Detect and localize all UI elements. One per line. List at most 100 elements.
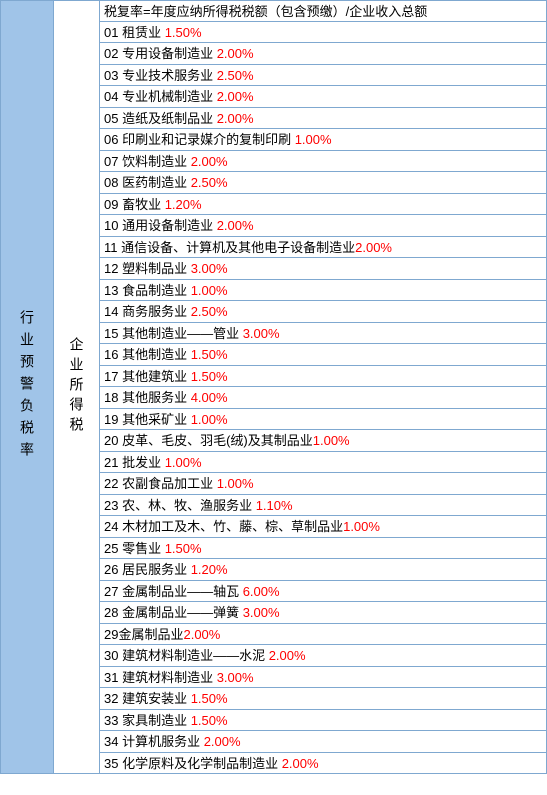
tax-rate: 2.00% [191, 154, 228, 169]
row-number: 06 [104, 132, 122, 147]
industry-label: 其他制造业 [122, 347, 191, 362]
tax-rate: 2.00% [183, 627, 220, 642]
tax-rate: 1.50% [165, 541, 202, 556]
tax-rate: 2.50% [191, 304, 228, 319]
table-row: 13 食品制造业 1.00% [100, 280, 547, 302]
industry-label: 金属制品业——轴瓦 [122, 584, 243, 599]
row-number: 27 [104, 584, 122, 599]
tax-rate: 3.00% [243, 605, 280, 620]
tax-rate: 1.00% [343, 519, 380, 534]
tax-rate: 2.00% [217, 111, 254, 126]
industry-label: 塑料制品业 [122, 261, 191, 276]
row-number: 30 [104, 648, 122, 663]
industry-label: 金属制品业 [118, 627, 183, 642]
table-row: 32 建筑安装业 1.50% [100, 688, 547, 710]
table-row: 26 居民服务业 1.20% [100, 559, 547, 581]
tax-rate: 1.50% [191, 713, 228, 728]
tax-rate: 1.00% [295, 132, 332, 147]
industry-label: 计算机服务业 [122, 734, 204, 749]
row-number: 12 [104, 261, 122, 276]
row-number: 24 [104, 519, 122, 534]
industry-label: 造纸及纸制品业 [122, 111, 217, 126]
table-row: 07 饮料制造业 2.00% [100, 151, 547, 173]
industry-label: 专业技术服务业 [122, 68, 217, 83]
tax-rate: 2.00% [355, 240, 392, 255]
tax-rate: 1.50% [191, 691, 228, 706]
row-number: 05 [104, 111, 122, 126]
row-number: 01 [104, 25, 122, 40]
table-row: 10 通用设备制造业 2.00% [100, 215, 547, 237]
table-row: 15 其他制造业——管业 3.00% [100, 323, 547, 345]
table-row: 29金属制品业2.00% [100, 624, 547, 646]
tax-rate: 2.00% [282, 756, 319, 771]
table-row: 17 其他建筑业 1.50% [100, 366, 547, 388]
tax-rate: 1.00% [165, 455, 202, 470]
table-row: 08 医药制造业 2.50% [100, 172, 547, 194]
table-row: 11 通信设备、计算机及其他电子设备制造业2.00% [100, 237, 547, 259]
row-number: 07 [104, 154, 122, 169]
table-row: 20 皮革、毛皮、羽毛(绒)及其制品业1.00% [100, 430, 547, 452]
row-number: 11 [104, 240, 121, 255]
tax-rate: 2.00% [217, 89, 254, 104]
industry-label: 建筑安装业 [122, 691, 191, 706]
row-number: 28 [104, 605, 122, 620]
tax-rate: 2.00% [217, 218, 254, 233]
tax-rate: 1.50% [165, 25, 202, 40]
table-row: 03 专业技术服务业 2.50% [100, 65, 547, 87]
tax-rate: 3.00% [191, 261, 228, 276]
table-row: 14 商务服务业 2.50% [100, 301, 547, 323]
tax-rate: 3.00% [217, 670, 254, 685]
row-number: 08 [104, 175, 122, 190]
table-row: 24 木材加工及木、竹、藤、棕、草制品业1.00% [100, 516, 547, 538]
table-row: 27 金属制品业——轴瓦 6.00% [100, 581, 547, 603]
row-number: 33 [104, 713, 122, 728]
tax-rate: 1.00% [191, 412, 228, 427]
tax-rate: 1.20% [165, 197, 202, 212]
formula-header: 税复率=年度应纳所得税税额（包含预缴）/企业收入总额 [100, 0, 547, 22]
row-number: 04 [104, 89, 122, 104]
tax-rate: 1.20% [191, 562, 228, 577]
industry-label: 其他服务业 [122, 390, 191, 405]
row-number: 21 [104, 455, 122, 470]
industry-label: 通用设备制造业 [122, 218, 217, 233]
industry-label: 农、林、牧、渔服务业 [122, 498, 256, 513]
row-number: 25 [104, 541, 122, 556]
row-number: 32 [104, 691, 122, 706]
tax-rate: 2.00% [204, 734, 241, 749]
tax-rate: 2.00% [269, 648, 306, 663]
industry-label: 皮革、毛皮、羽毛(绒)及其制品业 [122, 433, 313, 448]
table-row: 33 家具制造业 1.50% [100, 710, 547, 732]
industry-label: 饮料制造业 [122, 154, 191, 169]
table-row: 04 专业机械制造业 2.00% [100, 86, 547, 108]
table-row: 23 农、林、牧、渔服务业 1.10% [100, 495, 547, 517]
data-column: 税复率=年度应纳所得税税额（包含预缴）/企业收入总额 01 租赁业 1.50% 0… [100, 0, 547, 774]
tax-rate: 4.00% [191, 390, 228, 405]
tax-rate: 1.10% [256, 498, 293, 513]
industry-label: 畜牧业 [122, 197, 165, 212]
row-number: 20 [104, 433, 122, 448]
industry-label: 其他建筑业 [122, 369, 191, 384]
industry-label: 租赁业 [122, 25, 165, 40]
table-row: 09 畜牧业 1.20% [100, 194, 547, 216]
industry-label: 专用设备制造业 [122, 46, 217, 61]
row-number: 26 [104, 562, 122, 577]
industry-label: 居民服务业 [122, 562, 191, 577]
table-row: 19 其他采矿业 1.00% [100, 409, 547, 431]
tax-rate: 1.50% [191, 369, 228, 384]
row-number: 19 [104, 412, 122, 427]
table-row: 28 金属制品业——弹簧 3.00% [100, 602, 547, 624]
industry-label: 医药制造业 [122, 175, 191, 190]
row-number: 13 [104, 283, 122, 298]
tax-rate: 2.50% [191, 175, 228, 190]
tax-rate: 3.00% [243, 326, 280, 341]
row-number: 18 [104, 390, 122, 405]
row-number: 09 [104, 197, 122, 212]
row-number: 34 [104, 734, 122, 749]
table-row: 02 专用设备制造业 2.00% [100, 43, 547, 65]
industry-label: 零售业 [122, 541, 165, 556]
row-number: 03 [104, 68, 122, 83]
industry-label: 商务服务业 [122, 304, 191, 319]
tax-rate: 2.00% [217, 46, 254, 61]
industry-label: 其他采矿业 [122, 412, 191, 427]
tax-rate-table: 行业预警负税率 企业所得税 税复率=年度应纳所得税税额（包含预缴）/企业收入总额… [0, 0, 547, 774]
